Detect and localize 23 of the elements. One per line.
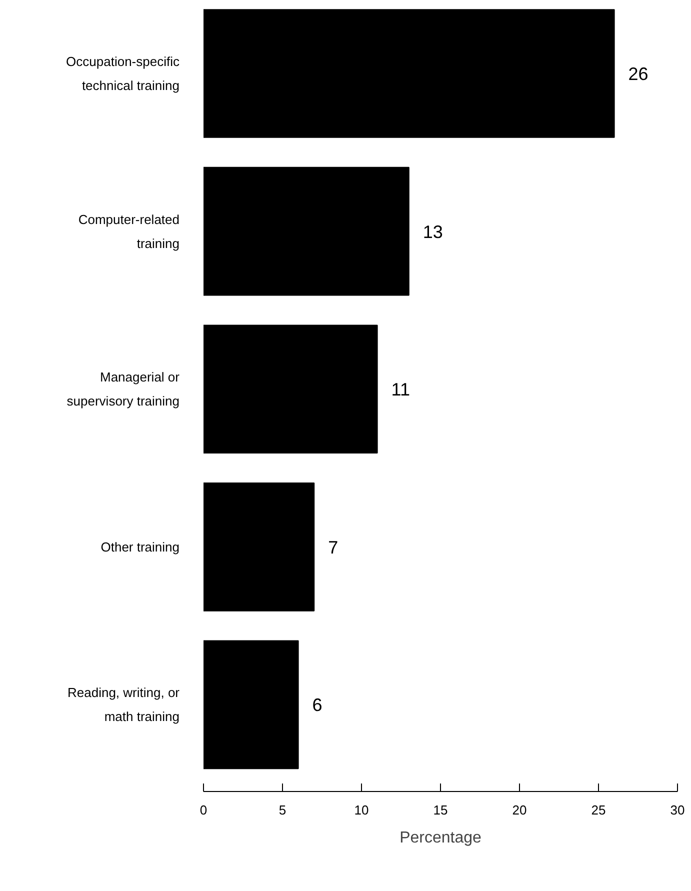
bar [204, 9, 615, 138]
y-tick-label: Reading, writing, or math training [68, 685, 180, 724]
bar [204, 640, 299, 770]
data-label: 13 [422, 222, 443, 242]
y-tick-label: Other training [100, 539, 180, 554]
x-tick-label: 0 [200, 802, 208, 818]
bar [204, 324, 378, 454]
data-label: 26 [628, 64, 648, 84]
data-label: 7 [328, 537, 338, 558]
y-tick-label: Occupation-specific technical training [66, 54, 180, 94]
x-tick-label: 15 [433, 802, 448, 818]
data-label: 6 [312, 695, 322, 716]
x-tick-label: 30 [670, 802, 685, 818]
x-tick-label: 5 [278, 802, 286, 818]
y-tick-label: Managerial or supervisory training [66, 370, 180, 409]
bar [204, 166, 410, 296]
x-tick-label: 20 [512, 802, 527, 818]
x-tick-label: 10 [354, 802, 369, 818]
data-label: 11 [391, 380, 410, 400]
x-tick-label: 25 [591, 802, 606, 818]
y-tick-label: Computer-related training [78, 212, 180, 251]
x-axis-title: Percentage [400, 830, 482, 846]
bar [204, 482, 315, 612]
